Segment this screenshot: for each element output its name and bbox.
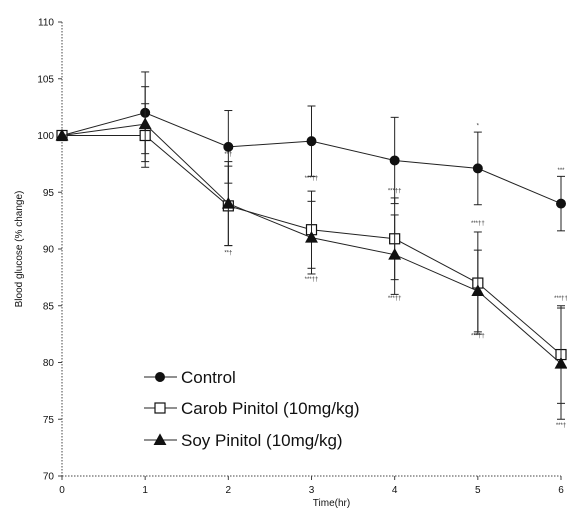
significance-annotation: * xyxy=(477,124,480,130)
data-point xyxy=(388,248,402,260)
y-tick-label: 100 xyxy=(37,131,54,142)
data-point xyxy=(306,136,317,147)
significance-annotation: ***†† xyxy=(554,296,567,302)
significance-annotation: **† xyxy=(224,251,232,257)
significance-annotation: ***†† xyxy=(471,334,485,340)
data-point xyxy=(55,128,69,141)
legend-marker xyxy=(153,433,167,445)
x-tick-label: 4 xyxy=(392,485,398,496)
data-point xyxy=(471,284,485,296)
significance-annotation: ***†† xyxy=(305,176,319,182)
significance-annotation: ***†† xyxy=(471,221,485,227)
x-tick-label: 0 xyxy=(59,485,65,496)
x-tick-label: 5 xyxy=(475,485,481,496)
x-tick-label: 3 xyxy=(309,485,315,496)
x-tick-label: 1 xyxy=(142,485,148,496)
significance-annotation: **† xyxy=(224,152,232,158)
data-point xyxy=(389,155,400,166)
data-point xyxy=(472,163,483,174)
x-tick-label: 6 xyxy=(558,485,564,496)
significance-annotation: ***† xyxy=(556,423,566,429)
y-tick-label: 75 xyxy=(43,415,55,426)
significance-annotation: *** xyxy=(557,168,565,174)
legend-label: Carob Pinitol (10mg/kg) xyxy=(181,399,360,418)
data-point xyxy=(305,231,318,243)
legend-marker xyxy=(155,372,165,382)
legend: Control Carob Pinitol (10mg/kg) Soy Pinito… xyxy=(144,368,360,450)
y-tick-label: 105 xyxy=(37,74,54,85)
series-soy xyxy=(55,86,567,420)
significance-annotation: ***†† xyxy=(388,188,402,194)
legend-label: Soy Pinitol (10mg/kg) xyxy=(181,431,343,450)
legend-marker xyxy=(154,402,166,414)
data-point xyxy=(554,357,567,369)
significance-annotation: ***†† xyxy=(305,277,319,283)
y-tick-label: 90 xyxy=(43,245,55,256)
data-point xyxy=(138,117,152,130)
y-tick-label: 85 xyxy=(43,301,55,312)
y-tick-label: 95 xyxy=(43,188,55,199)
y-axis-title: Blood glucose (% change) xyxy=(14,191,25,308)
data-point xyxy=(556,198,566,209)
x-axis-title: Time(hr) xyxy=(313,498,350,508)
y-tick-label: 70 xyxy=(43,472,55,483)
y-tick-label: 110 xyxy=(38,18,54,29)
data-point xyxy=(221,196,235,209)
legend-label: Control xyxy=(181,368,236,387)
significance-annotation: ***†† xyxy=(388,296,402,302)
x-tick-label: 2 xyxy=(226,485,232,496)
data-point xyxy=(223,141,234,152)
y-tick-label: 80 xyxy=(43,358,55,369)
